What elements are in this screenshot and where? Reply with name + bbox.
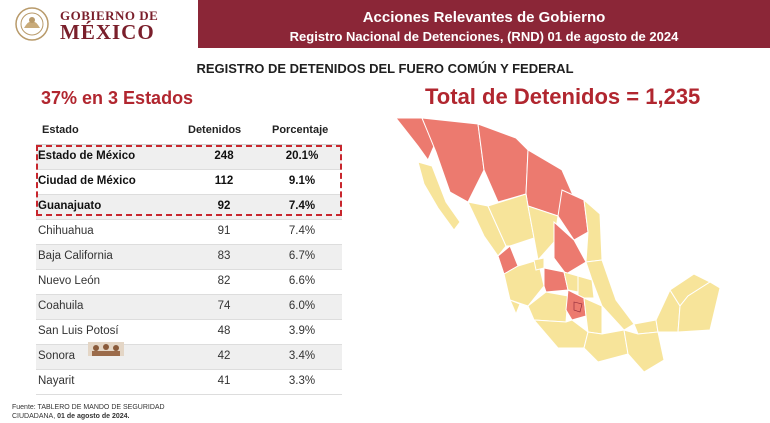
- cell-porcentaje: 6.0%: [288, 300, 316, 312]
- table-row: Chihuahua 91 7.4%: [36, 220, 342, 245]
- table-row: Nuevo León 82 6.6%: [36, 270, 342, 295]
- cell-detenidos: 248: [214, 150, 234, 162]
- cell-estado: Sonora: [38, 350, 76, 362]
- map-region-puebla: [583, 297, 603, 335]
- cell-detenidos: 41: [217, 375, 231, 387]
- table-row: Ciudad de México 112 9.1%: [36, 170, 342, 195]
- source-footnote: Fuente: TABLERO DE MANDO DE SEGURIDAD CI…: [12, 403, 212, 421]
- map-region-aguascalientes: [533, 257, 545, 271]
- cell-detenidos: 91: [217, 225, 231, 237]
- table-body: Estado de México 248 20.1% Ciudad de México…: [36, 145, 342, 395]
- cell-estado: Guanajuato: [38, 200, 102, 212]
- top-states-label: 37% en 3 Estados: [41, 88, 194, 108]
- map-region-nuevo-leon: [557, 189, 589, 241]
- column-header-estado: Estado: [42, 124, 79, 136]
- cell-porcentaje: 9.1%: [288, 175, 316, 187]
- map-region-sinaloa: [467, 201, 507, 257]
- detenidos-table: Estado Detenidos Porcentaje Estado de Mé…: [36, 118, 342, 395]
- map-region-ciudad-de-mexico: [573, 301, 583, 313]
- map-region-guerrero: [532, 319, 589, 349]
- column-header-detenidos: Detenidos: [188, 124, 242, 136]
- map-region-zacatecas: [527, 205, 559, 262]
- cell-estado: Ciudad de México: [38, 175, 136, 187]
- section-title: REGISTRO DE DETENIDOS DEL FUERO COMÚN Y …: [196, 61, 574, 76]
- table-row: Guanajuato 92 7.4%: [36, 195, 342, 220]
- cell-porcentaje: 3.4%: [288, 350, 316, 362]
- mexico-map-icon: [394, 117, 721, 373]
- map-region-guanajuato: [543, 267, 569, 293]
- cell-detenidos: 74: [217, 300, 231, 312]
- cell-detenidos: 82: [217, 275, 231, 287]
- footnote-line2: CIUDADANA, 01 de agosto de 2024.: [12, 413, 130, 420]
- page-subtitle: Registro Nacional de Detenciones, (RND) …: [289, 29, 679, 44]
- logo-line1: GOBIERNO DE: [60, 8, 159, 23]
- map-region-colima: [509, 299, 521, 316]
- cell-estado: Baja California: [38, 250, 113, 262]
- map-region-baja-california: [394, 117, 435, 162]
- column-header-porcentaje: Porcentaje: [272, 124, 329, 136]
- cell-detenidos: 48: [217, 325, 231, 337]
- table-header: Estado Detenidos Porcentaje: [36, 118, 342, 145]
- map-region-chiapas: [623, 329, 665, 373]
- cell-porcentaje: 20.1%: [285, 150, 319, 162]
- map-region-oaxaca: [583, 329, 629, 363]
- decorative-thumbnail-icon: [88, 342, 124, 356]
- map-region-chihuahua: [477, 123, 529, 203]
- cell-estado: Coahuila: [38, 300, 84, 312]
- cell-porcentaje: 3.3%: [288, 375, 316, 387]
- header-banner: Acciones Relevantes de Gobierno Registro…: [198, 0, 770, 48]
- table-row: Coahuila 74 6.0%: [36, 295, 342, 320]
- table-row: Baja California 83 6.7%: [36, 245, 342, 270]
- map-region-veracruz: [585, 259, 635, 331]
- cell-detenidos: 83: [217, 250, 231, 262]
- cell-estado: Chihuahua: [38, 225, 94, 237]
- cell-estado: San Luis Potosí: [38, 325, 119, 337]
- table-row: Sonora 42 3.4%: [36, 345, 342, 370]
- cell-porcentaje: 3.9%: [288, 325, 316, 337]
- cell-porcentaje: 7.4%: [288, 200, 316, 212]
- total-detenidos: Total de Detenidos = 1,235: [425, 84, 701, 109]
- coat-of-arms-icon: [15, 7, 49, 41]
- cell-detenidos: 112: [214, 175, 234, 187]
- map-region-baja-california-sur: [417, 161, 461, 231]
- footnote-line1: Fuente: TABLERO DE MANDO DE SEGURIDAD: [12, 404, 165, 411]
- table-row: San Luis Potosí 48 3.9%: [36, 320, 342, 345]
- map-region-san-luis-potosi: [553, 220, 587, 275]
- logo-line2: MÉXICO: [60, 20, 155, 44]
- cell-porcentaje: 6.6%: [288, 275, 316, 287]
- cell-porcentaje: 6.7%: [288, 250, 316, 262]
- map-region-hidalgo: [577, 275, 595, 299]
- gobierno-logo: GOBIERNO DE MÉXICO: [0, 0, 198, 48]
- cell-estado: Nuevo León: [38, 275, 101, 287]
- cell-porcentaje: 7.4%: [288, 225, 316, 237]
- cell-estado: Estado de México: [38, 150, 136, 162]
- cell-detenidos: 92: [217, 200, 231, 212]
- cell-estado: Nayarit: [38, 375, 75, 387]
- table-row: Estado de México 248 20.1%: [36, 145, 342, 170]
- cell-detenidos: 42: [217, 350, 231, 362]
- header: GOBIERNO DE MÉXICO Acciones Relevantes d…: [0, 0, 770, 50]
- map-region-quintana-roo: [677, 281, 721, 333]
- table-row: Nayarit 41 3.3%: [36, 370, 342, 395]
- page-title: Acciones Relevantes de Gobierno: [362, 9, 606, 26]
